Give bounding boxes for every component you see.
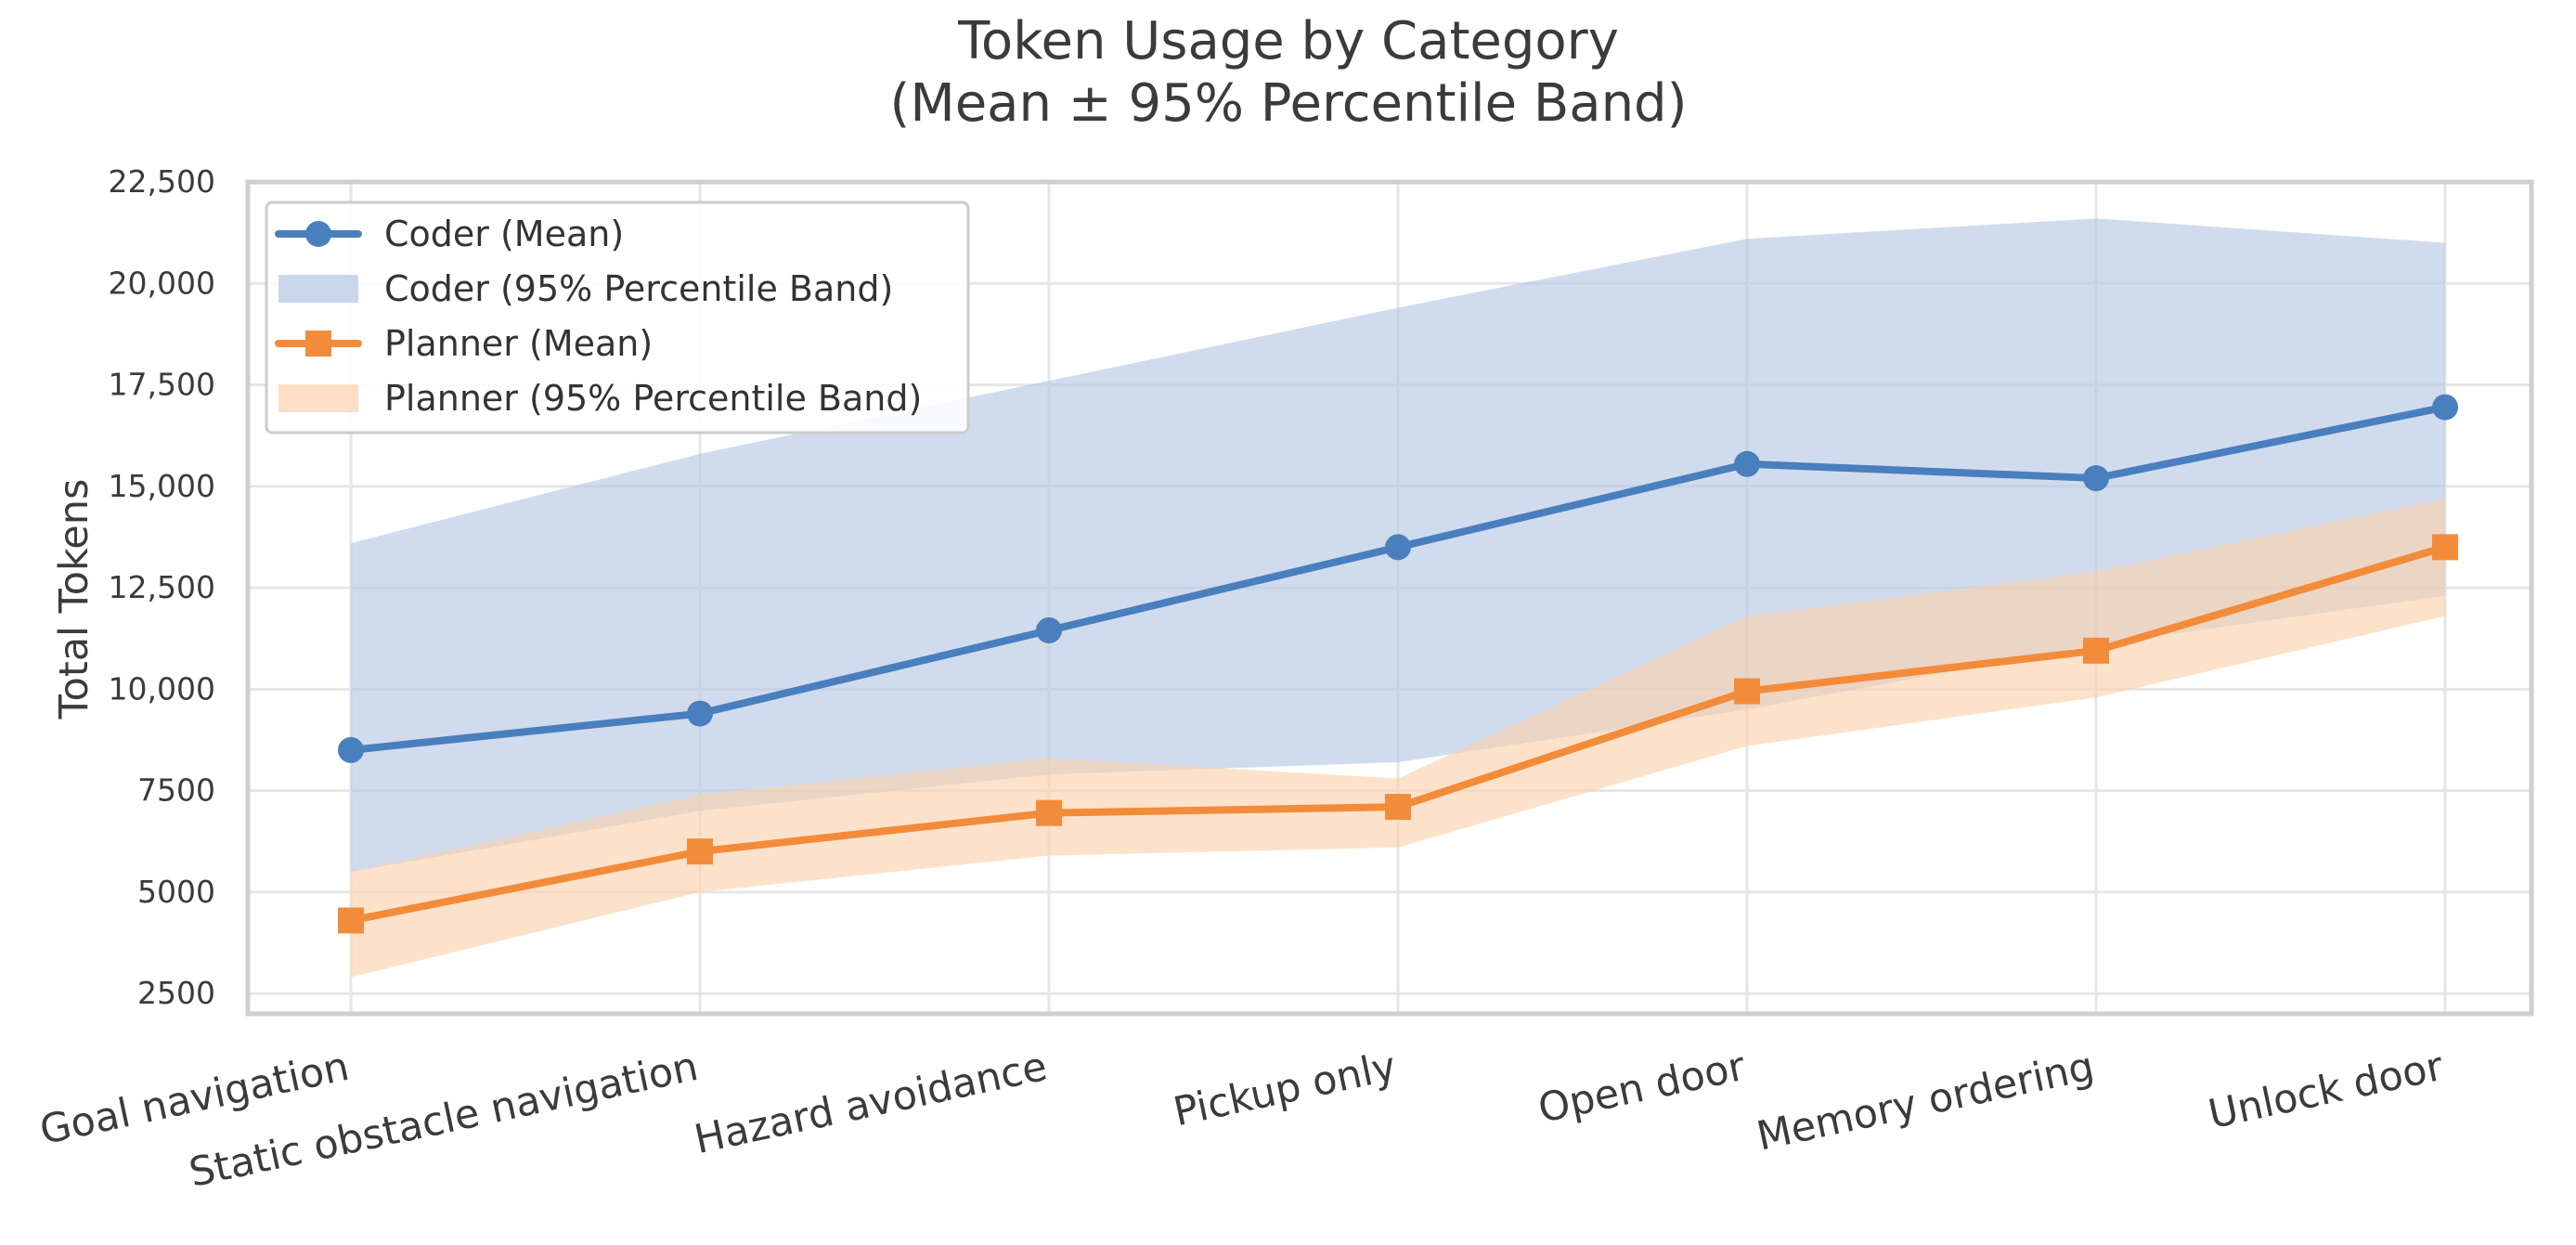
data-point xyxy=(338,736,364,763)
y-tick-label: 2500 xyxy=(137,975,215,1011)
legend-label: Planner (95% Percentile Band) xyxy=(384,378,922,419)
y-tick-label: 22,500 xyxy=(109,163,215,200)
legend: Coder (Mean) Coder (95% Percentile Band) P… xyxy=(265,201,970,434)
y-tick-label: 10,000 xyxy=(109,670,215,707)
legend-marker xyxy=(305,221,331,247)
chart-title-line-1: Token Usage by Category xyxy=(957,11,1619,71)
legend-marker xyxy=(305,331,331,357)
y-axis-label: Total Tokens xyxy=(51,479,97,720)
x-tick-label: Hazard avoidance xyxy=(691,1044,1051,1163)
data-point xyxy=(2432,394,2458,421)
plot-frame xyxy=(245,179,2534,1017)
x-tick-label: Memory ordering xyxy=(1753,1044,2098,1161)
data-point xyxy=(1036,616,1062,643)
y-tick-label: 17,500 xyxy=(109,367,215,403)
chart-title: Token Usage by Category (Mean ± 95% Perc… xyxy=(890,11,1688,134)
legend-band-swatch xyxy=(278,275,358,303)
data-point xyxy=(687,700,713,727)
percentile-band xyxy=(351,498,2445,978)
data-point xyxy=(2432,534,2458,561)
data-point xyxy=(1734,450,1760,477)
y-tick-label: 7500 xyxy=(137,772,215,809)
y-tick-label: 20,000 xyxy=(109,265,215,301)
x-tick-label: Unlock door xyxy=(2205,1044,2448,1138)
data-point xyxy=(1385,534,1411,561)
data-point xyxy=(2083,465,2109,492)
data-point xyxy=(1036,799,1062,826)
x-tick-label: Pickup only xyxy=(1170,1044,1400,1135)
legend-label: Coder (95% Percentile Band) xyxy=(384,268,893,309)
y-axis-ticks: 2500 5000 7500 10,000 12,500 15,000 17,500 20,0… xyxy=(109,163,215,1011)
mean-markers xyxy=(338,394,2458,934)
data-point xyxy=(687,838,713,865)
y-tick-label: 12,500 xyxy=(109,569,215,605)
legend-label: Planner (Mean) xyxy=(384,323,653,364)
y-tick-label: 15,000 xyxy=(109,468,215,504)
data-point xyxy=(2083,637,2109,664)
x-tick-label: Open door xyxy=(1534,1044,1750,1133)
data-point xyxy=(338,907,364,934)
data-point xyxy=(1385,794,1411,821)
legend-band-swatch xyxy=(278,384,358,412)
legend-box xyxy=(265,201,970,434)
y-tick-label: 5000 xyxy=(137,874,215,910)
data-point xyxy=(1734,678,1760,705)
legend-label: Coder (Mean) xyxy=(384,214,624,254)
chart-title-line-2: (Mean ± 95% Percentile Band) xyxy=(890,73,1688,134)
